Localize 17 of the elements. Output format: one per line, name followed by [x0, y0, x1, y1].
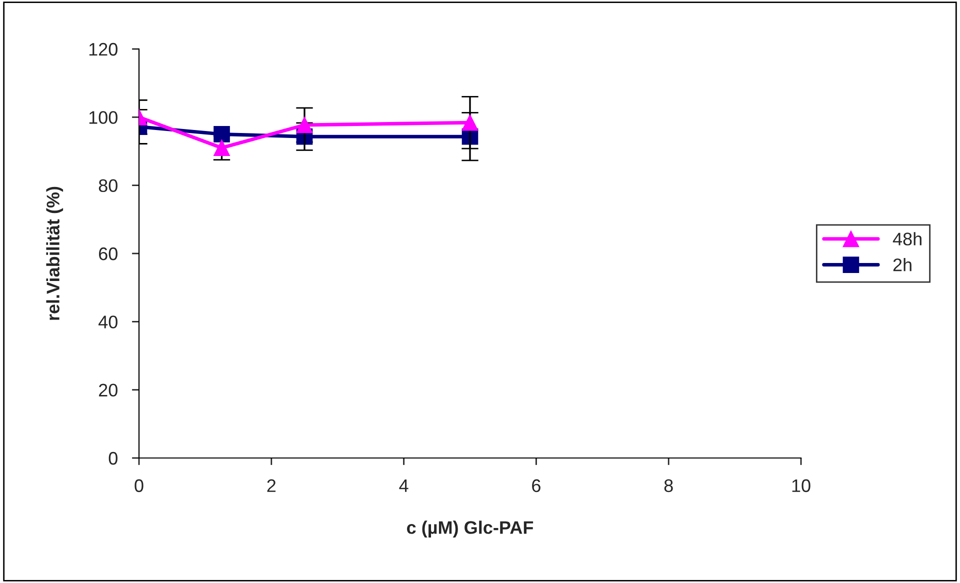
y-tick-label: 80	[98, 179, 118, 192]
legend-label: 2h	[893, 258, 912, 272]
x-tick-label: 4	[399, 479, 408, 492]
y-tick-label: 120	[89, 42, 118, 56]
x-tick-label: 0	[134, 479, 144, 492]
legend-label: 48h	[892, 232, 922, 246]
y-axis-title: rel.Viabilität (%)	[46, 186, 64, 320]
x-tick-label: 6	[532, 479, 540, 492]
x-tick-label: 10	[792, 479, 810, 492]
x-tick-label: 8	[664, 479, 673, 492]
x-axis-title: c (µM) Glc-PAF	[406, 520, 534, 538]
y-tick-label: 0	[108, 452, 118, 465]
y-tick-label: 20	[98, 384, 118, 397]
y-tick-label: 100	[89, 111, 118, 124]
y-tick-label: 60	[99, 247, 118, 260]
x-tick-label: 2	[267, 479, 276, 492]
y-tick-label: 40	[98, 316, 118, 328]
